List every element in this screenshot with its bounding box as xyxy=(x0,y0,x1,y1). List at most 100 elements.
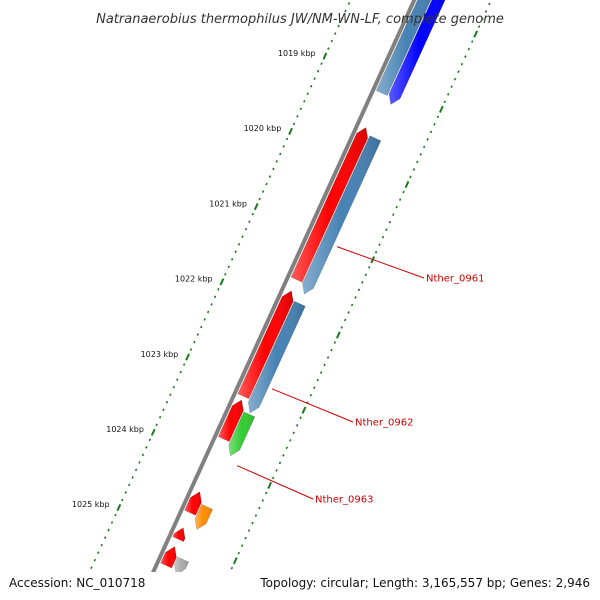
minor-tick xyxy=(354,296,357,299)
minor-tick xyxy=(429,130,433,134)
minor-tick xyxy=(309,393,313,397)
minor-tick xyxy=(251,212,254,216)
minor-tick xyxy=(282,454,285,457)
minor-tick xyxy=(248,220,251,223)
minor-tick xyxy=(272,167,275,171)
minor-tick xyxy=(368,265,371,269)
minor-tick xyxy=(275,469,278,472)
major-tick xyxy=(253,203,259,211)
minor-tick xyxy=(265,182,268,186)
minor-tick xyxy=(138,461,141,464)
gene-shading xyxy=(302,135,381,294)
minor-tick xyxy=(145,446,148,449)
minor-tick xyxy=(296,115,299,118)
minor-tick xyxy=(261,190,265,193)
minor-tick xyxy=(460,62,464,66)
minor-tick xyxy=(313,77,316,81)
minor-tick xyxy=(155,423,158,427)
minor-tick xyxy=(378,243,381,247)
gene-label-nther_0963[interactable]: Nther_0963 xyxy=(315,495,373,506)
major-tick xyxy=(322,52,328,60)
minor-tick xyxy=(450,85,453,89)
minor-tick xyxy=(189,348,193,351)
minor-tick xyxy=(316,69,320,73)
minor-tick xyxy=(306,92,309,96)
gene-label-nther_0962[interactable]: Nther_0962 xyxy=(355,418,413,429)
minor-tick xyxy=(237,242,241,246)
minor-tick xyxy=(422,145,426,149)
minor-tick xyxy=(347,2,351,5)
minor-tick xyxy=(381,235,385,239)
minor-tick xyxy=(227,265,230,269)
gene-shading xyxy=(172,527,185,542)
gene-shading xyxy=(228,411,255,456)
minor-tick xyxy=(436,115,440,119)
minor-tick xyxy=(103,536,107,539)
minor-tick xyxy=(337,24,340,28)
major-tick xyxy=(288,127,293,135)
minor-tick xyxy=(333,341,337,344)
gene-shading xyxy=(195,504,213,530)
minor-tick xyxy=(467,47,470,51)
minor-tick xyxy=(285,137,289,141)
major-tick xyxy=(438,105,444,113)
minor-tick xyxy=(169,393,172,397)
major-tick xyxy=(473,30,479,38)
major-tick xyxy=(219,278,225,286)
map-title: Natranaerobius thermophilus JW/NM-WN-LF,… xyxy=(96,12,504,27)
kbp-tick-label: 1023 kbp xyxy=(141,350,179,359)
minor-tick xyxy=(244,536,247,540)
minor-tick xyxy=(90,566,93,570)
gene-label-leader xyxy=(236,465,314,500)
minor-tick xyxy=(344,318,347,322)
minor-tick xyxy=(265,491,268,495)
minor-tick xyxy=(134,468,138,472)
kbp-tick-label: 1022 kbp xyxy=(175,275,213,284)
minor-tick xyxy=(162,408,165,412)
minor-tick xyxy=(416,160,419,164)
minor-tick xyxy=(395,205,398,209)
gene-label-leader xyxy=(271,388,354,423)
minor-tick xyxy=(278,461,282,465)
minor-tick xyxy=(292,122,296,126)
genes-layer xyxy=(160,0,446,576)
gene-shading xyxy=(218,399,244,442)
minor-tick xyxy=(234,250,237,254)
gene-shading xyxy=(174,557,189,575)
minor-tick xyxy=(477,25,481,28)
minor-tick xyxy=(357,288,361,292)
gene-shading xyxy=(291,127,368,283)
minor-tick xyxy=(457,70,460,74)
minor-tick xyxy=(402,190,405,194)
minor-tick xyxy=(258,506,261,510)
minor-tick xyxy=(165,400,169,404)
minor-tick xyxy=(309,84,313,88)
minor-tick xyxy=(279,152,282,156)
major-tick xyxy=(267,481,273,490)
minor-tick xyxy=(299,107,303,111)
minor-tick xyxy=(124,491,127,494)
kbp-tick-label: 1021 kbp xyxy=(209,199,247,208)
minor-tick xyxy=(172,385,176,389)
minor-tick xyxy=(340,17,344,20)
minor-tick xyxy=(319,371,323,374)
minor-tick xyxy=(247,529,251,532)
minor-tick xyxy=(107,528,110,532)
minor-tick xyxy=(213,295,217,299)
minor-tick xyxy=(200,325,203,329)
minor-tick xyxy=(131,476,134,479)
outer-tick-ring xyxy=(216,2,491,600)
minor-tick xyxy=(100,543,103,547)
minor-tick xyxy=(340,326,343,329)
gene-label-nther_0961[interactable]: Nther_0961 xyxy=(426,274,484,285)
minor-tick xyxy=(419,153,422,156)
gene-shading xyxy=(237,290,294,399)
genome-backbone xyxy=(138,0,417,600)
minor-tick xyxy=(176,378,179,381)
minor-tick xyxy=(93,558,97,562)
minor-tick xyxy=(203,318,206,321)
minor-tick xyxy=(182,363,186,366)
minor-tick xyxy=(316,378,319,382)
